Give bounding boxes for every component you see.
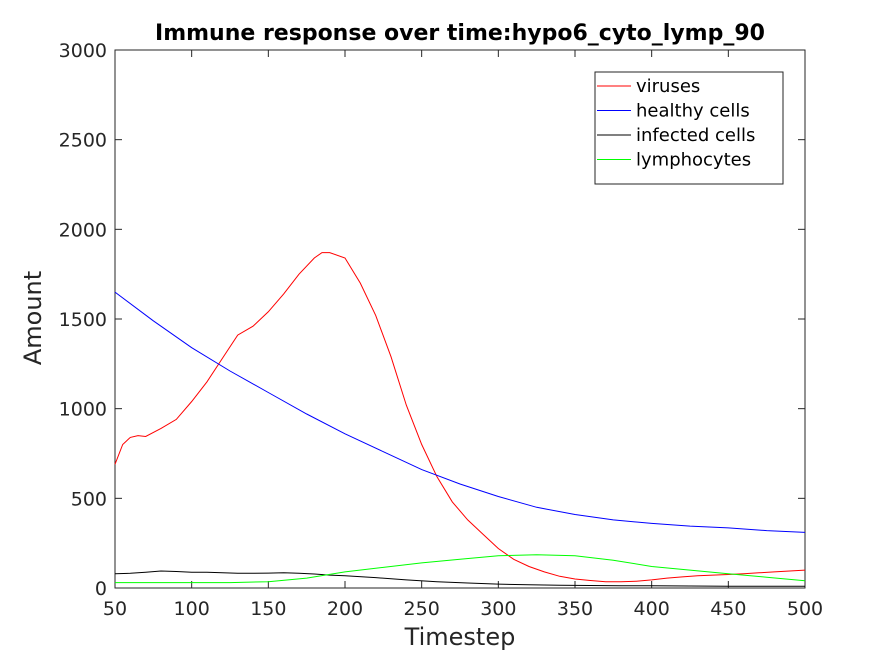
legend-label-infected-cells: infected cells bbox=[636, 125, 755, 146]
x-axis-ticks: 50 100 150 200 250 300 350 400 450 500 bbox=[103, 50, 823, 620]
series-lines bbox=[114, 252, 806, 587]
legend-label-viruses: viruses bbox=[636, 76, 700, 97]
y-axis-label: Amount bbox=[19, 271, 47, 365]
y-tick-label: 1000 bbox=[59, 399, 107, 421]
legend: viruses healthy cells infected cells lympho… bbox=[594, 71, 784, 185]
series-line-lymphocytes bbox=[115, 554, 806, 584]
x-tick-label: 500 bbox=[787, 598, 823, 620]
x-tick-label: 300 bbox=[480, 598, 516, 620]
series-line-infected-cells bbox=[114, 570, 805, 587]
chart-title: Immune response over time:hypo6_cyto_lym… bbox=[155, 21, 765, 46]
y-tick-label: 0 bbox=[95, 578, 107, 600]
legend-label-healthy-cells: healthy cells bbox=[636, 101, 750, 122]
y-tick-label: 500 bbox=[71, 488, 107, 510]
x-tick-label: 350 bbox=[557, 598, 593, 620]
series-line-healthy-cells bbox=[114, 291, 806, 533]
series-line-viruses bbox=[114, 252, 806, 583]
y-tick-label: 2000 bbox=[59, 219, 107, 241]
y-axis-ticks: 0 500 1000 1500 2000 2500 3000 bbox=[59, 40, 805, 600]
x-axis-label: Timestep bbox=[404, 623, 516, 651]
x-tick-label: 50 bbox=[103, 598, 127, 620]
y-tick-label: 1500 bbox=[59, 309, 107, 331]
y-tick-label: 2500 bbox=[59, 130, 107, 152]
x-tick-label: 150 bbox=[250, 598, 286, 620]
x-tick-label: 100 bbox=[174, 598, 210, 620]
x-tick-label: 200 bbox=[327, 598, 363, 620]
y-tick-label: 3000 bbox=[59, 40, 107, 62]
legend-box bbox=[594, 71, 784, 185]
x-tick-label: 450 bbox=[710, 598, 746, 620]
x-tick-label: 250 bbox=[404, 598, 440, 620]
x-tick-label: 400 bbox=[634, 598, 670, 620]
legend-label-lymphocytes: lymphocytes bbox=[636, 150, 751, 171]
